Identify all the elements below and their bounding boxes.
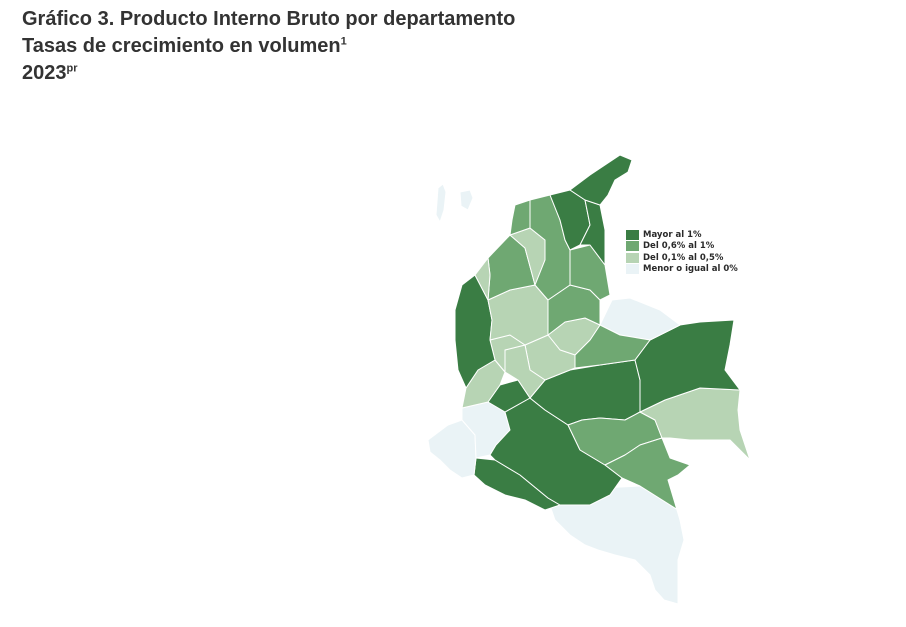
region-atlantico bbox=[509, 199, 531, 236]
region-vaupes bbox=[604, 437, 691, 521]
year-superscript: pr bbox=[66, 62, 78, 75]
legend-swatch-mid bbox=[626, 241, 639, 252]
region-tolima bbox=[504, 344, 546, 399]
year-text: 2023 bbox=[22, 62, 67, 84]
legend-item-low: Del 0,1% al 0,5% bbox=[626, 252, 738, 264]
legend-swatch-high bbox=[626, 229, 639, 240]
chart-subtitle: Tasas de crecimiento en volumen1 bbox=[22, 33, 515, 60]
legend-label-mid: Del 0,6% al 1% bbox=[643, 241, 715, 252]
region-uraba bbox=[474, 257, 491, 301]
chart-subtitle-text: Tasas de crecimiento en volumen bbox=[22, 35, 341, 57]
legend-label-none: Menor o igual al 0% bbox=[643, 264, 738, 275]
legend-item-none: Menor o igual al 0% bbox=[626, 264, 738, 276]
legend-label-high: Mayor al 1% bbox=[643, 229, 702, 240]
legend-item-mid: Del 0,6% al 1% bbox=[626, 241, 738, 253]
region-narino bbox=[427, 419, 477, 479]
map-legend: Mayor al 1% Del 0,6% al 1% Del 0,1% al 0… bbox=[626, 229, 738, 275]
legend-item-high: Mayor al 1% bbox=[626, 229, 738, 241]
region-cesar bbox=[579, 199, 606, 266]
legend-label-low: Del 0,1% al 0,5% bbox=[643, 252, 724, 263]
region-providencia bbox=[459, 189, 474, 211]
region-la-guajira bbox=[569, 154, 633, 206]
legend-swatch-none bbox=[626, 264, 639, 275]
chart-title: Gráfico 3. Producto Interno Bruto por de… bbox=[22, 6, 515, 33]
region-san-andres bbox=[435, 183, 447, 223]
subtitle-footnote-marker: 1 bbox=[340, 35, 347, 48]
legend-swatch-low bbox=[626, 252, 639, 263]
title-block: Gráfico 3. Producto Interno Bruto por de… bbox=[22, 6, 515, 87]
chart-title-text: Gráfico 3. Producto Interno Bruto por de… bbox=[22, 8, 516, 30]
chart-year: 2023pr bbox=[22, 60, 515, 87]
